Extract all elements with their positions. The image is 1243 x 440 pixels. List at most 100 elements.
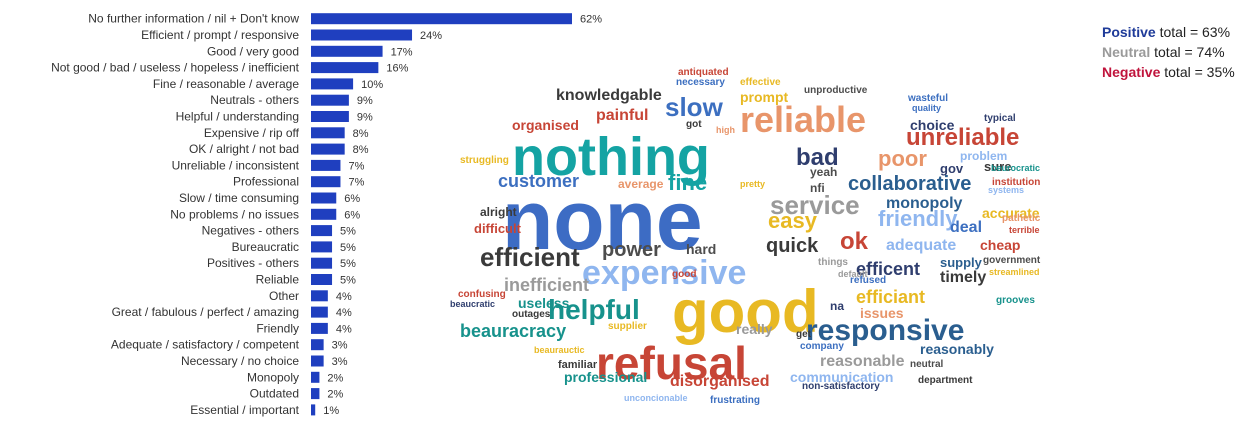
cloud-word: adequate: [886, 237, 957, 254]
cloud-word: timely: [940, 269, 987, 286]
cloud-word: wasteful: [908, 93, 949, 104]
value-label: 4%: [336, 323, 352, 335]
category-label: No problems / no issues: [170, 207, 299, 221]
cloud-word: useless: [518, 295, 570, 311]
cloud-word: refused: [850, 275, 887, 286]
cloud-word: efficient: [480, 242, 580, 272]
cloud-word: slow: [665, 92, 723, 122]
bar: [311, 371, 320, 383]
cloud-word: struggling: [460, 155, 509, 166]
cloud-word: supply: [940, 255, 982, 270]
cloud-word: unreliable: [906, 124, 1020, 151]
cloud-word: beaurauctic: [534, 345, 585, 355]
cloud-word: quality: [912, 103, 942, 113]
cloud-word: accurate: [982, 205, 1040, 221]
cloud-word: na: [830, 299, 845, 313]
cloud-word: reasonably: [920, 341, 994, 357]
positive-total: Positive total = 63%: [1102, 22, 1235, 42]
cloud-word: non-satisfactory: [802, 381, 880, 392]
bar: [311, 388, 320, 400]
bar: [311, 62, 379, 74]
cloud-word: ok: [840, 228, 869, 255]
cloud-word: effective: [740, 77, 781, 88]
cloud-word: problem: [960, 149, 1008, 163]
value-label: 1%: [323, 405, 339, 417]
cloud-word: bad: [796, 144, 839, 171]
cloud-word: hard: [686, 241, 717, 257]
category-label: Friendly: [256, 321, 299, 335]
cloud-word: grooves: [996, 295, 1035, 306]
cloud-word: friendly: [878, 206, 958, 231]
cloud-word: inefficient: [504, 275, 590, 295]
value-label: 8%: [353, 128, 369, 140]
category-label: Adequate / satisfactory / competent: [111, 338, 300, 352]
cloud-word: government: [983, 255, 1041, 266]
value-label: 6%: [344, 193, 360, 205]
cloud-word: institution: [992, 177, 1041, 188]
category-label: Essential / important: [190, 403, 299, 417]
bar: [311, 94, 349, 106]
category-label: Other: [269, 289, 299, 303]
category-label: Fine / reasonable / average: [153, 77, 299, 91]
cloud-word: good: [672, 278, 819, 345]
positive-total-label: Positive: [1102, 24, 1156, 40]
cloud-word: antiquated: [678, 67, 729, 78]
bar: [311, 143, 345, 155]
cloud-word: knowledgable: [556, 87, 662, 104]
category-label: Slow / time consuming: [179, 191, 299, 205]
bar: [311, 176, 341, 188]
cloud-word: reliable: [740, 99, 867, 140]
bar: [311, 208, 337, 220]
bar: [311, 13, 572, 25]
value-label: 16%: [386, 63, 408, 75]
cloud-word: frustrating: [710, 395, 760, 406]
cloud-word: really: [736, 321, 773, 337]
value-label: 3%: [332, 356, 348, 368]
cloud-word: confusing: [458, 289, 506, 300]
cloud-word: deal: [950, 219, 983, 236]
value-label: 5%: [340, 226, 356, 238]
negative-total-value: total = 35%: [1160, 64, 1235, 80]
bar: [311, 78, 354, 90]
value-label: 2%: [327, 372, 343, 384]
bar-chart: No further information / nil + Don't kno…: [51, 12, 602, 417]
bar: [311, 404, 316, 416]
cloud-word: quick: [766, 235, 819, 257]
cloud-word: easy: [768, 208, 817, 233]
value-label: 2%: [327, 389, 343, 401]
cloud-word: terrible: [1009, 225, 1040, 235]
bar: [311, 127, 345, 139]
category-label: Necessary / no choice: [181, 354, 299, 368]
negative-total-label: Negative: [1102, 64, 1161, 80]
cloud-word: beauracracy: [460, 321, 567, 341]
cloud-word: responsive: [806, 314, 965, 347]
cloud-word: things: [818, 257, 848, 268]
cloud-word: get: [796, 329, 811, 340]
value-label: 5%: [340, 275, 356, 287]
cloud-word: fine: [668, 170, 708, 195]
cloud-word: expensive: [582, 254, 747, 292]
value-label: 4%: [336, 291, 352, 303]
cloud-word: painful: [596, 107, 649, 124]
value-label: 3%: [332, 340, 348, 352]
category-label: Bureaucratic: [232, 240, 299, 254]
positive-total-value: total = 63%: [1155, 24, 1231, 40]
negative-total: Negative total = 35%: [1102, 62, 1235, 82]
category-label: Monopoly: [247, 370, 299, 384]
category-label: Professional: [233, 175, 299, 189]
neutral-total-label: Neutral: [1102, 44, 1151, 60]
bar: [311, 274, 333, 285]
cloud-word: neutral: [910, 359, 944, 370]
cloud-word: efficiant: [856, 287, 926, 307]
bar: [311, 111, 349, 122]
neutral-total: Neutral total = 74%: [1102, 42, 1235, 62]
cloud-word: monopoly: [886, 195, 963, 212]
cloud-word: necessary: [676, 77, 725, 88]
cloud-word: pretty: [740, 179, 766, 189]
bar: [311, 355, 324, 367]
cloud-word: helpful: [548, 294, 640, 325]
bar: [311, 225, 333, 237]
cloud-word: refusal: [596, 337, 747, 389]
bar: [311, 322, 328, 334]
cloud-word: good: [672, 269, 697, 280]
